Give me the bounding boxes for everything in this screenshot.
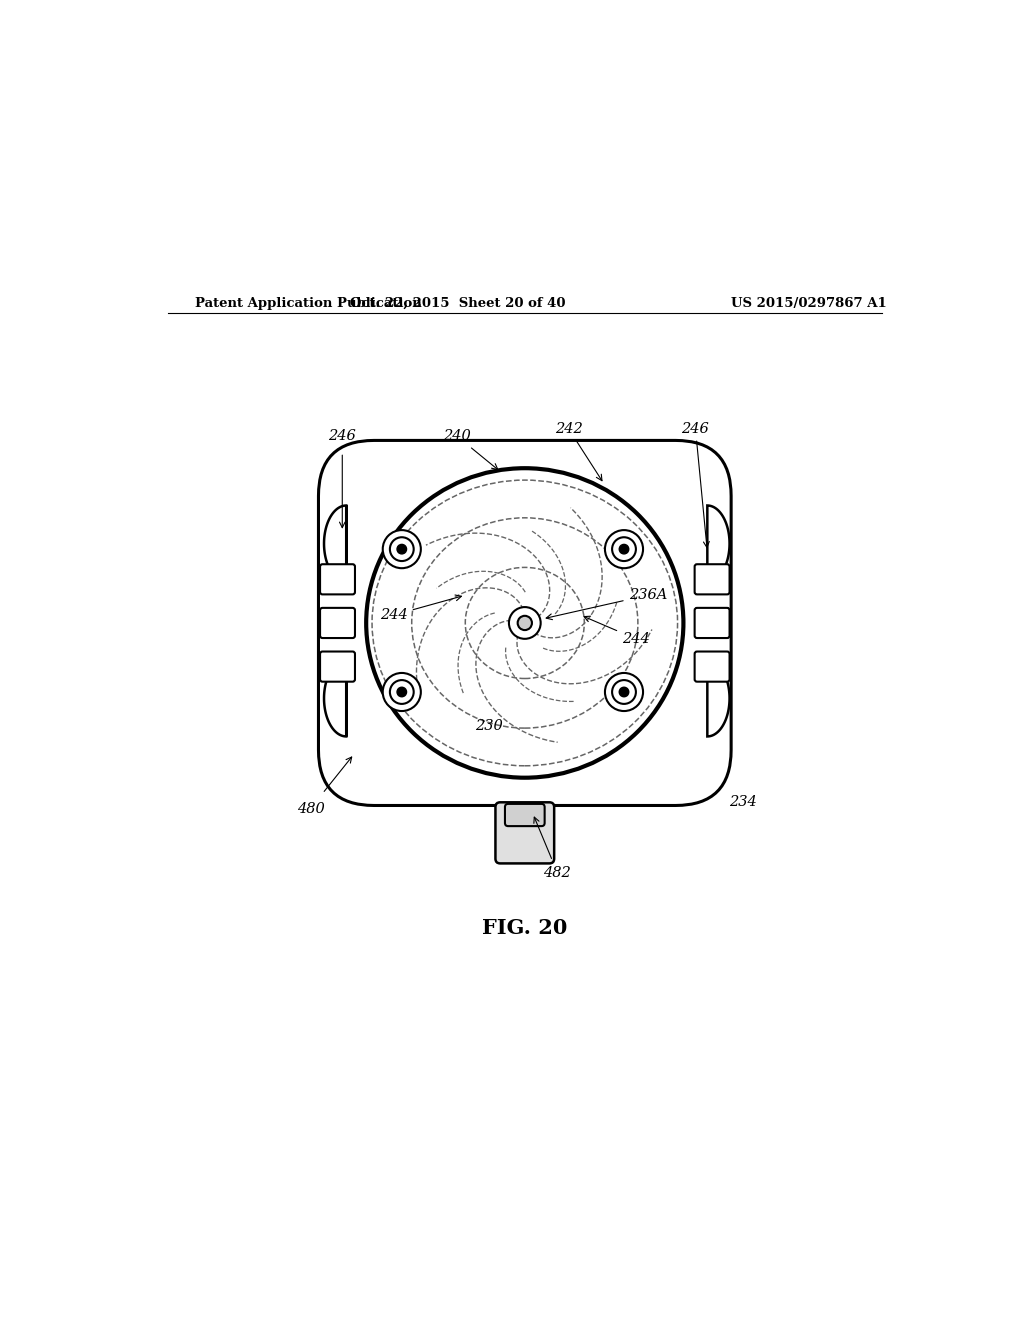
Circle shape — [397, 688, 407, 697]
FancyBboxPatch shape — [694, 609, 729, 638]
FancyBboxPatch shape — [321, 652, 355, 681]
Polygon shape — [708, 660, 729, 737]
Text: 230: 230 — [475, 719, 503, 733]
Circle shape — [383, 531, 421, 568]
Circle shape — [620, 544, 629, 554]
FancyBboxPatch shape — [321, 564, 355, 594]
Text: 482: 482 — [543, 866, 570, 880]
FancyBboxPatch shape — [496, 803, 554, 863]
Text: 244: 244 — [584, 616, 650, 645]
Polygon shape — [324, 660, 346, 737]
FancyBboxPatch shape — [694, 564, 729, 594]
Text: 246: 246 — [329, 429, 356, 444]
FancyBboxPatch shape — [694, 652, 729, 681]
Text: FIG. 20: FIG. 20 — [482, 919, 567, 939]
Text: 234: 234 — [729, 795, 757, 809]
FancyBboxPatch shape — [505, 804, 545, 826]
Text: 246: 246 — [682, 421, 710, 548]
Circle shape — [397, 544, 407, 554]
Circle shape — [620, 688, 629, 697]
Text: 236A: 236A — [546, 589, 667, 619]
Circle shape — [612, 537, 636, 561]
Circle shape — [383, 673, 421, 711]
Polygon shape — [324, 506, 346, 582]
Circle shape — [509, 607, 541, 639]
Circle shape — [518, 616, 531, 630]
Circle shape — [612, 680, 636, 704]
Text: 244: 244 — [380, 595, 462, 622]
FancyBboxPatch shape — [321, 609, 355, 638]
Ellipse shape — [367, 469, 683, 777]
FancyBboxPatch shape — [318, 441, 731, 805]
Text: Patent Application Publication: Patent Application Publication — [196, 297, 422, 310]
Circle shape — [605, 531, 643, 568]
Text: 480: 480 — [297, 803, 325, 817]
Circle shape — [390, 680, 414, 704]
Circle shape — [605, 673, 643, 711]
Text: 240: 240 — [443, 429, 498, 470]
Polygon shape — [708, 506, 729, 582]
Text: 242: 242 — [555, 421, 602, 480]
Text: US 2015/0297867 A1: US 2015/0297867 A1 — [731, 297, 887, 310]
Circle shape — [390, 537, 414, 561]
Text: Oct. 22, 2015  Sheet 20 of 40: Oct. 22, 2015 Sheet 20 of 40 — [349, 297, 565, 310]
